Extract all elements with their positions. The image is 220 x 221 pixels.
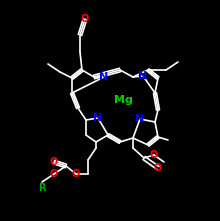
Text: O: O (50, 169, 58, 179)
Text: O: O (150, 150, 158, 160)
Text: O: O (72, 169, 80, 179)
Text: O: O (81, 14, 89, 24)
Text: N: N (99, 72, 109, 82)
Text: O: O (154, 163, 162, 173)
Text: Mg: Mg (114, 95, 132, 105)
Text: N: N (135, 114, 145, 124)
Text: O: O (50, 157, 58, 167)
Text: N: N (93, 113, 103, 123)
Text: N: N (138, 71, 148, 81)
Text: R: R (38, 183, 46, 193)
